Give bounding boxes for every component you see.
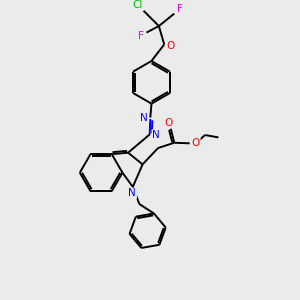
Text: O: O — [167, 41, 175, 51]
Text: F: F — [177, 4, 183, 14]
Text: N: N — [152, 130, 160, 140]
Text: O: O — [191, 138, 200, 148]
Text: Cl: Cl — [132, 0, 143, 10]
Text: O: O — [164, 118, 173, 128]
Text: F: F — [138, 31, 143, 40]
Text: N: N — [140, 113, 148, 124]
Text: N: N — [128, 188, 136, 198]
